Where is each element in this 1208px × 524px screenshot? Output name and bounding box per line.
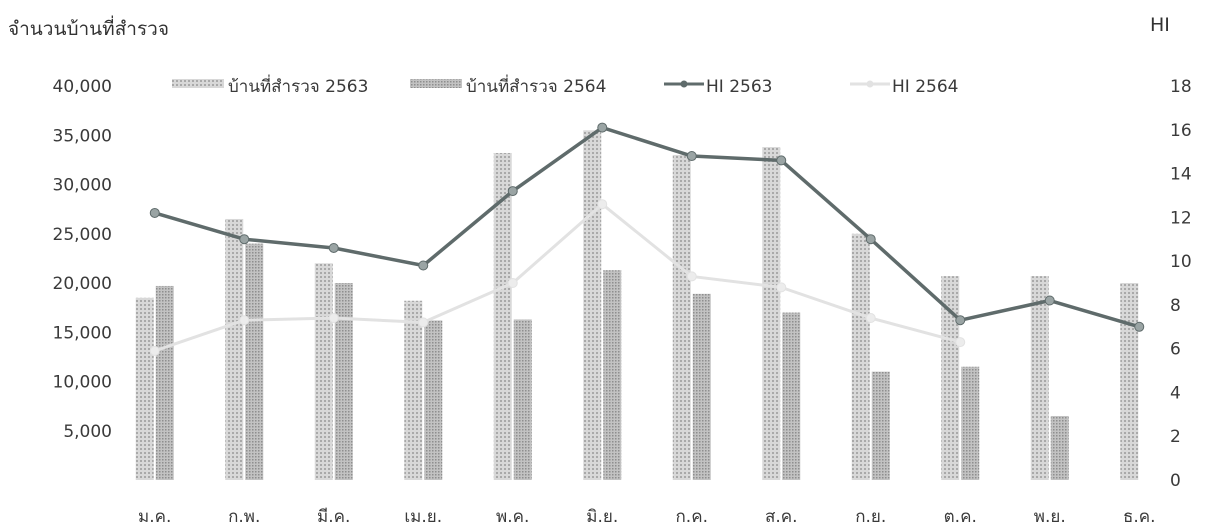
point-hi-2564 xyxy=(418,317,429,328)
point-hi-2564 xyxy=(507,278,518,288)
bar-2563 xyxy=(1030,276,1049,480)
bar-2563 xyxy=(672,154,691,480)
right-axis-title: HI xyxy=(1150,14,1170,36)
bar-2563 xyxy=(1120,283,1139,480)
bar-2563 xyxy=(762,147,781,480)
bar-2563 xyxy=(135,297,154,480)
point-hi-2563 xyxy=(328,242,339,253)
y2-tick-label: 2 xyxy=(1170,427,1181,447)
x-tick-label: ม.ค. xyxy=(138,507,171,524)
bar-2564 xyxy=(424,320,443,480)
bar-2564 xyxy=(245,243,264,480)
bar-2564 xyxy=(782,312,801,480)
x-tick-label: ธ.ค. xyxy=(1123,507,1156,524)
legend-swatch xyxy=(172,79,224,88)
y-tick-label: 30,000 xyxy=(53,176,112,196)
y-tick-label: 15,000 xyxy=(53,323,112,343)
legend-marker xyxy=(866,80,874,88)
x-tick-label: พ.ย. xyxy=(1034,507,1066,524)
legend-marker xyxy=(680,80,688,88)
bar-2563 xyxy=(314,263,333,480)
y2-tick-label: 16 xyxy=(1170,121,1192,141)
line-hi-2563 xyxy=(154,125,1140,329)
x-tick-label: ส.ค. xyxy=(765,507,798,524)
point-hi-2563 xyxy=(597,122,608,133)
point-hi-2564 xyxy=(955,337,966,348)
y2-tick-label: 12 xyxy=(1170,208,1192,228)
point-hi-2564 xyxy=(776,282,787,293)
y-tick-label: 5,000 xyxy=(63,422,112,442)
x-tick-label: พ.ค. xyxy=(496,507,529,524)
point-hi-2563 xyxy=(149,207,160,218)
point-hi-2564 xyxy=(239,315,250,326)
point-hi-2563 xyxy=(1044,295,1055,306)
left-axis-title: จำนวนบ้านที่สำรวจ xyxy=(8,18,169,40)
point-hi-2563 xyxy=(1134,321,1145,332)
bar-2564 xyxy=(871,371,890,480)
bar-2564 xyxy=(961,366,980,480)
x-tick-label: ต.ค. xyxy=(944,507,977,524)
x-tick-label: ก.พ. xyxy=(228,507,260,524)
y-tick-label: 10,000 xyxy=(53,373,112,393)
bar-2563 xyxy=(493,152,512,481)
x-tick-label: เม.ย. xyxy=(404,507,442,524)
y2-tick-label: 18 xyxy=(1170,77,1192,97)
y-tick-label: 35,000 xyxy=(53,126,112,146)
y-tick-label: 25,000 xyxy=(53,225,112,245)
bar-2564 xyxy=(334,283,353,480)
x-tick-label: ก.ค. xyxy=(676,507,708,524)
x-tick-label: มิ.ย. xyxy=(586,507,618,524)
y2-tick-label: 14 xyxy=(1170,165,1192,185)
point-hi-2563 xyxy=(776,155,787,166)
point-hi-2563 xyxy=(507,186,518,197)
y2-tick-label: 10 xyxy=(1170,252,1192,272)
legend-label: บ้านที่สำรวจ 2563 xyxy=(228,74,368,97)
bar-2564 xyxy=(513,319,532,480)
y-tick-label: 40,000 xyxy=(53,77,112,97)
bar-2563 xyxy=(941,276,960,480)
legend-swatch xyxy=(410,79,462,88)
bar-2564 xyxy=(603,270,622,480)
point-hi-2564 xyxy=(597,199,608,210)
point-hi-2563 xyxy=(865,234,876,245)
bar-2564 xyxy=(155,285,174,480)
point-hi-2563 xyxy=(955,315,966,326)
y-tick-label: 20,000 xyxy=(53,274,112,294)
point-hi-2564 xyxy=(328,313,339,324)
point-hi-2563 xyxy=(686,151,697,162)
point-hi-2564 xyxy=(686,271,697,282)
legend-label: HI 2563 xyxy=(706,77,772,97)
point-hi-2564 xyxy=(865,313,876,324)
y2-tick-label: 0 xyxy=(1170,471,1181,491)
point-hi-2563 xyxy=(418,260,429,271)
bar-2563 xyxy=(404,300,423,480)
bar-2564 xyxy=(1050,415,1069,480)
legend-label: บ้านที่สำรวจ 2564 xyxy=(466,74,606,97)
y2-tick-label: 8 xyxy=(1170,296,1181,316)
line-hi-2564 xyxy=(154,202,961,353)
legend-label: HI 2564 xyxy=(892,77,958,97)
bar-2563 xyxy=(583,130,602,480)
y2-tick-label: 4 xyxy=(1170,383,1181,403)
y2-tick-label: 6 xyxy=(1170,340,1181,360)
x-tick-label: มี.ค. xyxy=(317,507,350,524)
bar-2564 xyxy=(692,293,711,480)
bar-2563 xyxy=(851,233,870,480)
bar-2563 xyxy=(225,218,244,480)
point-hi-2564 xyxy=(149,345,160,356)
point-hi-2563 xyxy=(239,234,250,245)
x-tick-label: ก.ย. xyxy=(855,507,886,524)
